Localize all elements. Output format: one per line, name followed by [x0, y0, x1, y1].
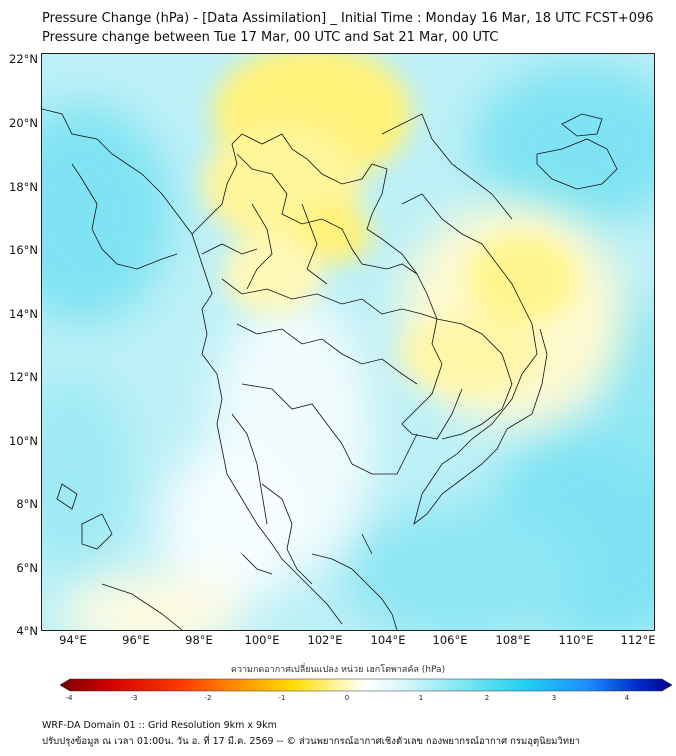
map-subtitle: Pressure change between Tue 17 Mar, 00 U…	[42, 30, 499, 45]
colorbar-tick: 3	[551, 694, 557, 702]
colorbar-title: ความกดอากาศเปลี่ยนแปลง หน่วย เฮกโตพาสคัล…	[230, 665, 446, 675]
lat-label: 14°N	[9, 307, 38, 321]
colorbar-tick: 2	[484, 694, 490, 702]
country-borders	[42, 108, 618, 630]
lat-label: 16°N	[9, 243, 38, 257]
lon-label: 110°E	[558, 633, 594, 647]
lat-label: 12°N	[9, 370, 38, 384]
positive-anomaly-areas	[42, 64, 654, 630]
pressure-change-map	[41, 53, 655, 631]
colorbar-tick: -1	[278, 694, 286, 702]
colorbar-tick: 1	[418, 694, 424, 702]
lat-label: 8°N	[16, 497, 38, 511]
lat-label: 4°N	[16, 624, 38, 638]
lat-label: 6°N	[16, 561, 38, 575]
map-canvas	[42, 54, 654, 630]
lat-label: 10°N	[9, 434, 38, 448]
lat-label: 20°N	[9, 116, 38, 130]
colorbar-tick: -2	[204, 694, 212, 702]
colorbar-tick: 0	[344, 694, 350, 702]
footer-credits: ปรับปรุงข้อมูล ณ เวลา 01:00น. วัน อ. ที่…	[42, 736, 580, 747]
lon-label: 104°E	[370, 633, 406, 647]
lon-label: 106°E	[432, 633, 468, 647]
colorbar	[60, 678, 672, 692]
colorbar-tick: 4	[624, 694, 630, 702]
map-title: Pressure Change (hPa) - [Data Assimilati…	[42, 11, 654, 26]
colorbar-gradient	[60, 678, 672, 692]
colorbar-tick: -3	[130, 694, 138, 702]
lon-label: 96°E	[122, 633, 150, 647]
lon-label: 112°E	[620, 633, 656, 647]
lat-label: 22°N	[9, 52, 38, 66]
colorbar-tick: -4	[65, 694, 73, 702]
lon-label: 102°E	[307, 633, 343, 647]
lon-label: 94°E	[59, 633, 87, 647]
lon-label: 100°E	[244, 633, 280, 647]
footer-model-info: WRF-DA Domain 01 :: Grid Resolution 9km …	[42, 720, 277, 731]
lon-label: 108°E	[495, 633, 531, 647]
lon-label: 98°E	[185, 633, 213, 647]
lat-label: 18°N	[9, 180, 38, 194]
